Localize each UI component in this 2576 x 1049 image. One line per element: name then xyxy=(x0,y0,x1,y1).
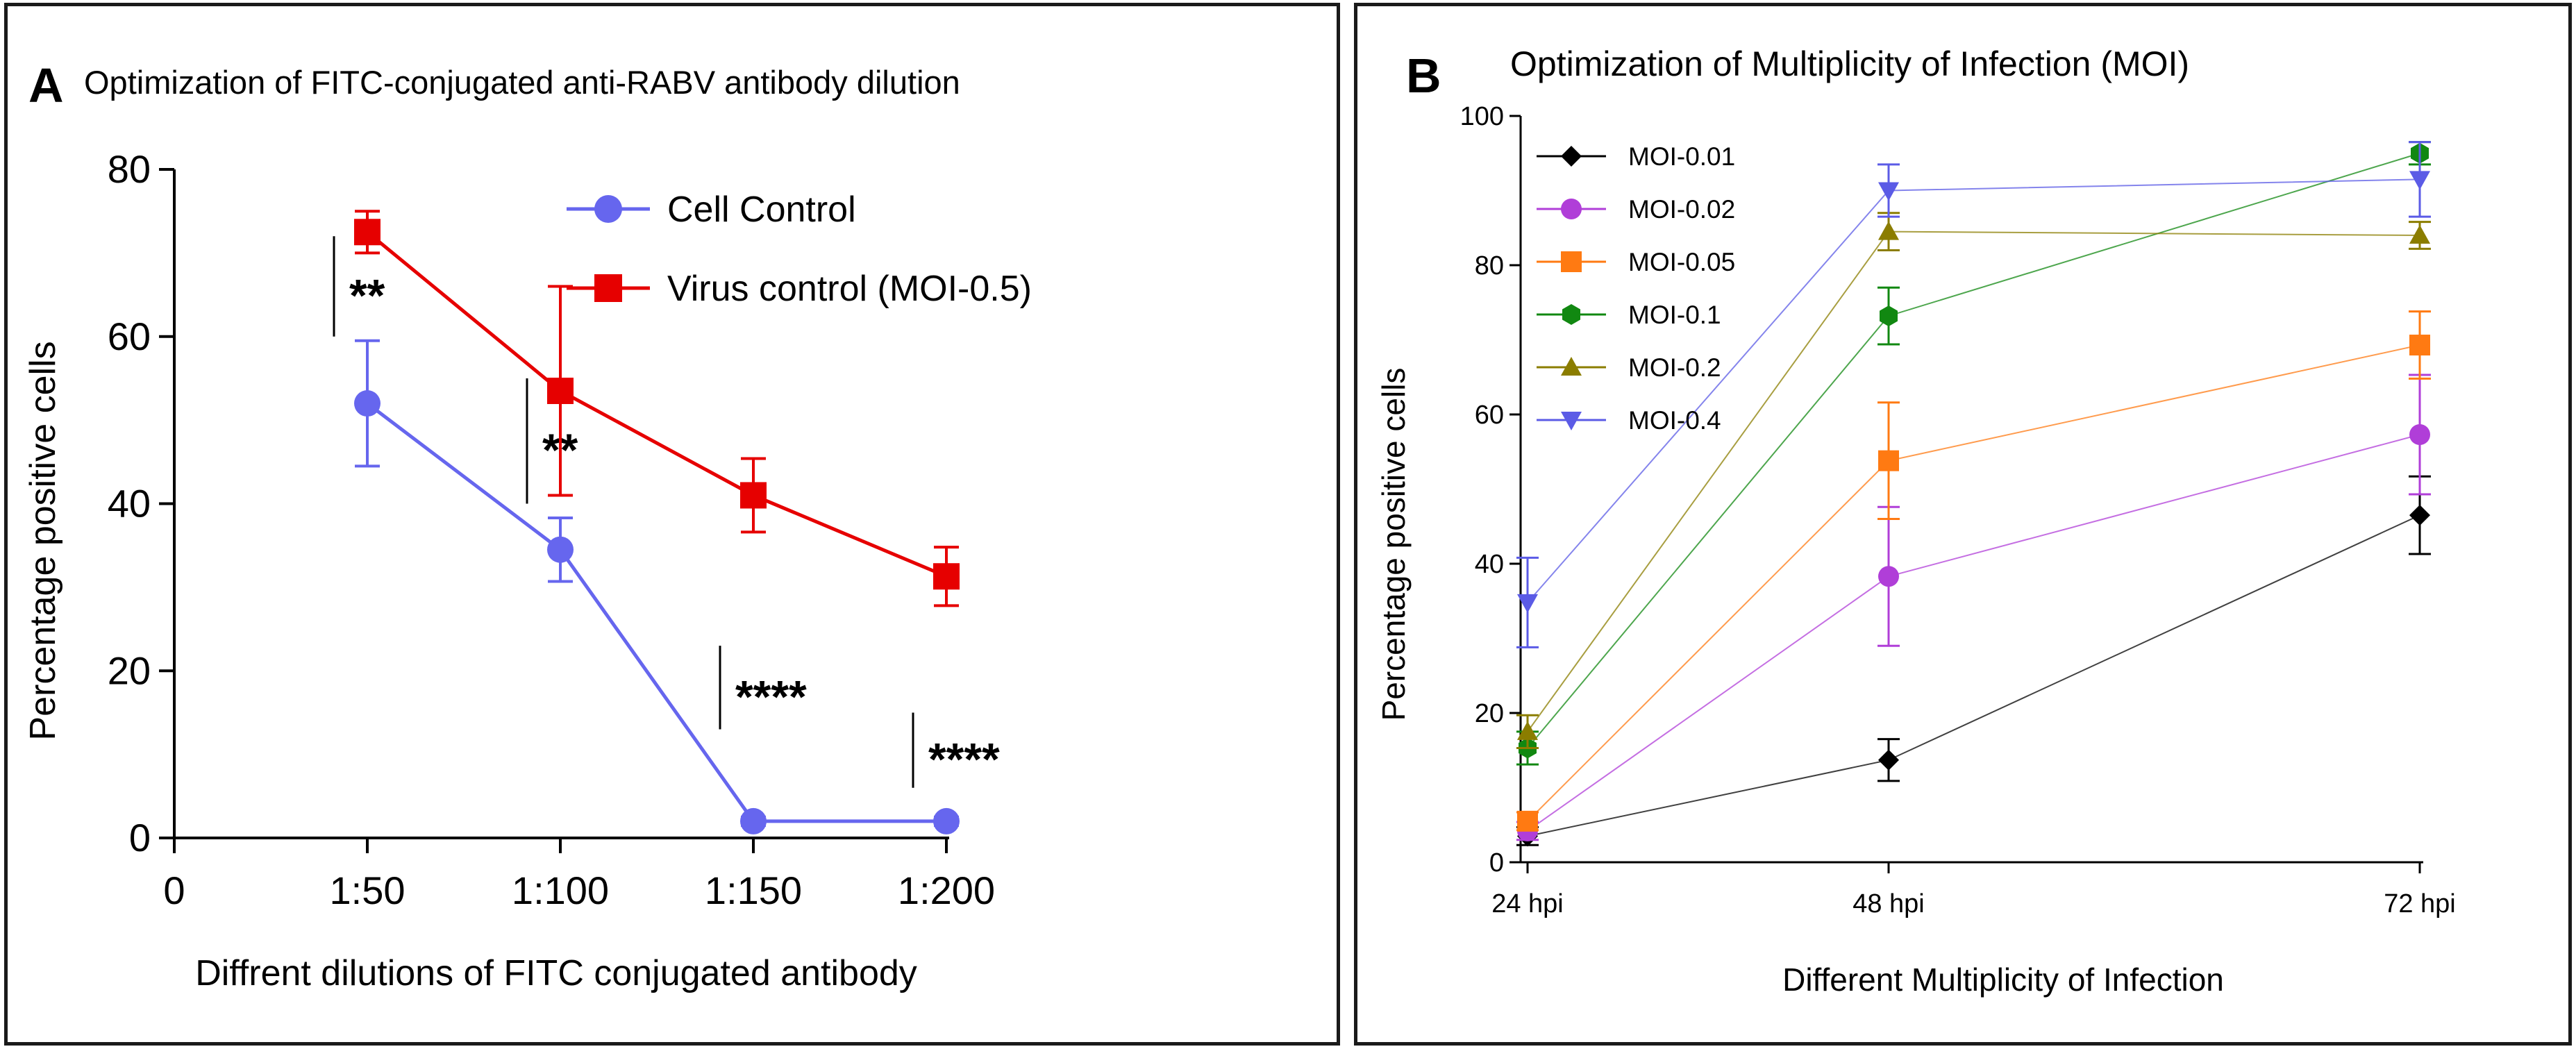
chart-a-x-tick-label: 1:50 xyxy=(330,868,405,912)
chart-a-title: Optimization of FITC-conjugated anti-RAB… xyxy=(84,64,960,101)
chart-b-legend-marker-1 xyxy=(1561,199,1582,219)
chart-b-x-tick-label: 72 hpi xyxy=(2384,889,2456,918)
chart-a-series-line-0 xyxy=(366,402,946,823)
chart-b-data-point xyxy=(2409,505,2430,526)
chart-b-y-tick-label: 60 xyxy=(1475,401,1504,430)
chart-b-legend-marker-5 xyxy=(1561,412,1582,430)
chart-b-data-point xyxy=(1878,450,1899,471)
panel-b: B Optimization of Multiplicity of Infect… xyxy=(1354,3,2572,1046)
chart-b: B Optimization of Multiplicity of Infect… xyxy=(1375,44,2456,998)
chart-b-y-tick-label: 40 xyxy=(1475,550,1504,579)
chart-b-legend-label-5: MOI-0.4 xyxy=(1628,406,1721,435)
chart-b-data-point xyxy=(1517,594,1538,613)
chart-b-legend-marker-0 xyxy=(1561,146,1582,167)
chart-a-data-point xyxy=(933,563,960,590)
chart-b-x-tick-label: 24 hpi xyxy=(1491,889,1564,918)
chart-b-data-point xyxy=(1878,566,1899,587)
chart-b-legend-label-4: MOI-0.2 xyxy=(1628,353,1721,382)
chart-a-significance-stars: **** xyxy=(928,734,1000,785)
chart-b-data-point xyxy=(1517,721,1538,740)
chart-a-data-point xyxy=(740,807,767,834)
chart-b-series-5 xyxy=(1516,141,2431,648)
chart-a-significance-stars: ** xyxy=(349,270,385,321)
chart-b-data-point xyxy=(1878,749,1899,771)
chart-b-series-line-0 xyxy=(1527,514,2420,837)
chart-a: A Optimization of FITC-conjugated anti-R… xyxy=(23,58,1032,993)
chart-a-legend-marker-0 xyxy=(594,195,622,223)
chart-a-legend-marker-1 xyxy=(594,274,622,302)
chart-a-significance-stars: **** xyxy=(735,671,807,722)
chart-a-x-tick-label: 1:100 xyxy=(512,868,609,912)
chart-b-y-tick-label: 0 xyxy=(1489,848,1504,878)
chart-a-x-tick-label: 1:200 xyxy=(898,868,995,912)
chart-b-series-2 xyxy=(1516,310,2431,832)
chart-b-series-1 xyxy=(1516,374,2431,841)
chart-a-series-0 xyxy=(354,339,960,834)
chart-b-x-tick-label: 48 hpi xyxy=(1852,889,1925,918)
chart-b-legend-label-1: MOI-0.02 xyxy=(1628,195,1735,224)
chart-b-y-tick-label: 20 xyxy=(1475,699,1504,728)
chart-a-data-point xyxy=(354,219,380,246)
chart-a-data-point xyxy=(740,482,767,509)
chart-b-data-point xyxy=(2409,171,2430,190)
chart-a-x-tick-label: 0 xyxy=(163,868,185,912)
panel-letter-b: B xyxy=(1406,49,1441,103)
chart-a-x-axis-label: Diffrent dilutions of FITC conjugated an… xyxy=(195,953,917,993)
chart-b-data-point xyxy=(1880,305,1898,327)
chart-a-legend-label-1: Virus control (MOI-0.5) xyxy=(667,269,1032,309)
chart-b-y-axis-label: Percentage positive cells xyxy=(1375,368,1412,721)
chart-b-legend-label-0: MOI-0.01 xyxy=(1628,142,1735,171)
chart-b-series-line-5 xyxy=(1527,178,2420,603)
chart-a-series-1 xyxy=(354,210,960,607)
chart-b-y-tick-label: 80 xyxy=(1475,251,1504,280)
chart-a-data-point xyxy=(547,377,574,404)
chart-a-y-tick-label: 80 xyxy=(108,147,151,191)
chart-a-legend-label-0: Cell Control xyxy=(667,190,856,230)
chart-b-data-point xyxy=(1878,221,1899,240)
chart-b-legend-marker-3 xyxy=(1562,304,1580,325)
chart-b-series-4 xyxy=(1516,212,2431,750)
chart-b-data-point xyxy=(2409,225,2430,244)
chart-b-series-0 xyxy=(1516,475,2431,847)
chart-b-data-point xyxy=(2409,424,2430,446)
chart-b-x-axis-label: Different Multiplicity of Infection xyxy=(1782,962,2224,998)
chart-a-y-tick-label: 40 xyxy=(108,482,151,526)
chart-b-title: Optimization of Multiplicity of Infectio… xyxy=(1510,44,2189,83)
chart-a-data-point xyxy=(933,807,960,834)
chart-a-data-point xyxy=(354,390,380,417)
panel-a: A Optimization of FITC-conjugated anti-R… xyxy=(4,3,1340,1046)
panel-letter-a: A xyxy=(28,58,64,112)
chart-b-legend-label-2: MOI-0.05 xyxy=(1628,248,1735,276)
chart-b-legend-marker-2 xyxy=(1561,251,1582,272)
chart-a-y-tick-label: 60 xyxy=(108,314,151,358)
chart-b-data-point xyxy=(1878,182,1899,201)
chart-b-data-point xyxy=(2409,335,2430,356)
chart-b-legend-marker-4 xyxy=(1561,357,1582,376)
chart-b-y-tick-label: 100 xyxy=(1460,102,1504,131)
chart-a-y-tick-label: 20 xyxy=(108,648,151,692)
chart-b-legend-label-3: MOI-0.1 xyxy=(1628,301,1721,329)
chart-b-series-line-1 xyxy=(1527,434,2420,832)
chart-a-data-point xyxy=(547,536,574,563)
chart-a-y-tick-label: 0 xyxy=(129,816,151,859)
chart-b-data-point xyxy=(1517,810,1538,832)
chart-a-y-axis-label: Percentage positive cells xyxy=(23,341,63,740)
chart-a-series-line-1 xyxy=(366,230,947,578)
chart-a-x-tick-label: 1:150 xyxy=(705,868,802,912)
chart-b-series-3 xyxy=(1516,141,2431,766)
